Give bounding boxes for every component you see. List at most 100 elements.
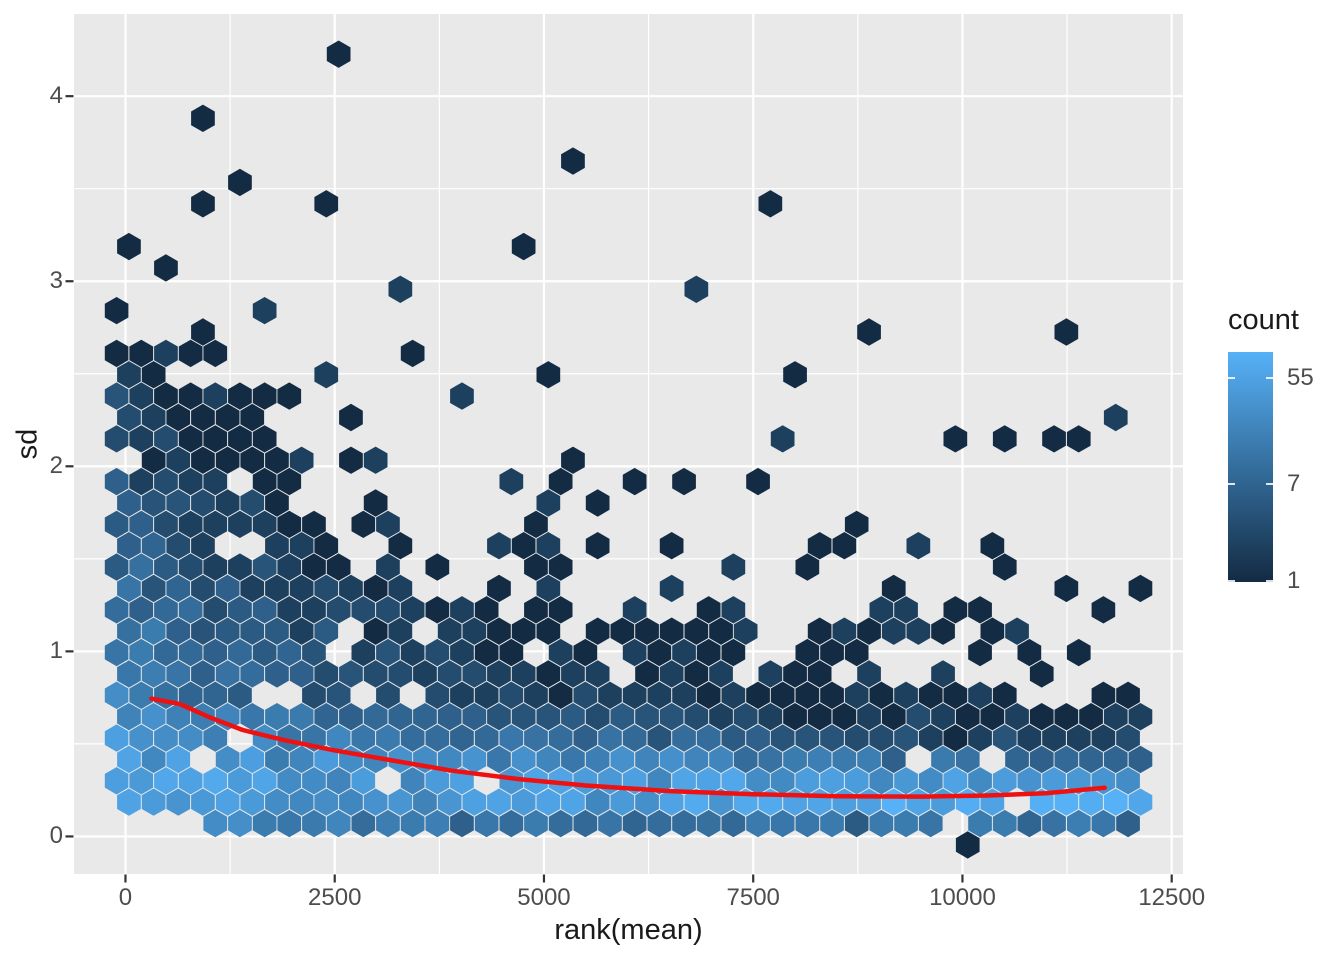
hex-cell bbox=[968, 767, 992, 795]
hex-cell bbox=[894, 596, 918, 624]
hexbin-layer bbox=[104, 40, 1153, 859]
hex-cell bbox=[425, 638, 450, 667]
hex-cell bbox=[647, 809, 672, 838]
hex-cell bbox=[659, 532, 684, 560]
hex-cell bbox=[684, 703, 709, 731]
hex-cell bbox=[968, 681, 992, 709]
hex-cell bbox=[536, 617, 561, 645]
hex-cell bbox=[635, 617, 659, 645]
hex-cell bbox=[277, 553, 302, 581]
hex-cell bbox=[376, 638, 400, 667]
hex-cell bbox=[191, 446, 215, 474]
hex-cell bbox=[610, 745, 635, 774]
hex-cell bbox=[992, 767, 1017, 795]
hex-cell bbox=[289, 703, 314, 731]
hex-cell bbox=[487, 617, 511, 645]
hex-cell bbox=[1103, 745, 1128, 774]
hex-cell bbox=[326, 809, 351, 838]
hex-cell bbox=[388, 745, 413, 774]
hex-cell bbox=[561, 745, 585, 774]
hex-cell bbox=[820, 809, 844, 838]
hex-cell bbox=[215, 403, 240, 432]
hex-cell bbox=[1005, 617, 1029, 645]
hex-cell bbox=[474, 681, 499, 709]
hex-cell bbox=[289, 617, 314, 645]
hex-cell bbox=[425, 553, 450, 581]
hex-cell bbox=[672, 467, 696, 496]
hex-cell bbox=[141, 489, 166, 517]
hex-cell bbox=[733, 745, 758, 774]
hex-cell bbox=[906, 703, 931, 731]
hex-cell bbox=[240, 446, 265, 474]
hex-cell bbox=[832, 532, 857, 560]
hex-cell bbox=[240, 617, 265, 645]
hex-cell bbox=[141, 532, 166, 560]
hex-cell bbox=[228, 767, 252, 795]
hex-cell bbox=[487, 574, 511, 603]
x-tick-label: 0 bbox=[118, 884, 133, 911]
hex-cell bbox=[400, 596, 425, 624]
hex-cell bbox=[1042, 724, 1066, 752]
hex-cell bbox=[363, 788, 388, 816]
hex-cell bbox=[425, 809, 450, 838]
hex-cell bbox=[450, 724, 474, 752]
hex-cell bbox=[820, 767, 844, 795]
hex-cell bbox=[376, 809, 400, 838]
hex-cell bbox=[363, 574, 388, 603]
hex-cell bbox=[314, 574, 339, 603]
hex-cell bbox=[696, 681, 721, 709]
hex-cell bbox=[141, 361, 166, 389]
hex-cell bbox=[413, 788, 437, 816]
hex-cell bbox=[585, 532, 610, 560]
hex-cell bbox=[178, 724, 203, 752]
hex-cell bbox=[388, 703, 413, 731]
hex-cell bbox=[807, 745, 832, 774]
hex-cell bbox=[104, 553, 129, 581]
hex-cell bbox=[215, 446, 240, 474]
hex-cell bbox=[178, 510, 203, 538]
hex-cell bbox=[129, 425, 154, 453]
hex-cell bbox=[166, 446, 191, 474]
legend-bar-tick bbox=[1266, 482, 1273, 485]
hex-cell bbox=[376, 724, 400, 752]
hex-cell bbox=[709, 703, 733, 731]
hex-cell bbox=[980, 617, 1005, 645]
hex-cell bbox=[770, 724, 795, 752]
hex-cell bbox=[141, 660, 166, 688]
hex-cell bbox=[894, 809, 918, 838]
hex-cell bbox=[351, 724, 376, 752]
hex-cell-outlier bbox=[191, 104, 215, 132]
hex-cell bbox=[696, 638, 721, 667]
hex-cell bbox=[795, 553, 820, 581]
hex-cell bbox=[696, 596, 721, 624]
hex-cell bbox=[240, 574, 265, 603]
hex-cell bbox=[314, 617, 339, 645]
hex-cell bbox=[499, 724, 524, 752]
x-tick-label: 7500 bbox=[726, 884, 780, 911]
hex-cell bbox=[277, 382, 302, 410]
hex-cell bbox=[351, 596, 376, 624]
hex-cell-outlier bbox=[955, 831, 980, 859]
hex-cell bbox=[203, 596, 228, 624]
hex-cell bbox=[955, 703, 980, 731]
hex-cell bbox=[437, 617, 462, 645]
hex-cell bbox=[918, 767, 943, 795]
hex-cell bbox=[1091, 724, 1116, 752]
hex-cell bbox=[1017, 724, 1042, 752]
hex-cell bbox=[524, 596, 548, 624]
legend-count: count 55 7 1 bbox=[1214, 300, 1344, 600]
hex-cell bbox=[1116, 767, 1140, 795]
hex-cell bbox=[1017, 767, 1042, 795]
hex-cell bbox=[548, 638, 573, 667]
hex-cell bbox=[425, 724, 450, 752]
smooth-trend-line bbox=[149, 696, 1107, 799]
hex-cell bbox=[166, 574, 191, 603]
hex-cell bbox=[783, 361, 807, 389]
hex-cell bbox=[635, 703, 659, 731]
hex-cell bbox=[129, 767, 154, 795]
hex-cell bbox=[228, 510, 252, 538]
hex-cell bbox=[154, 510, 178, 538]
hex-cell bbox=[746, 724, 770, 752]
hex-cell bbox=[622, 638, 647, 667]
hex-cell bbox=[783, 703, 807, 731]
